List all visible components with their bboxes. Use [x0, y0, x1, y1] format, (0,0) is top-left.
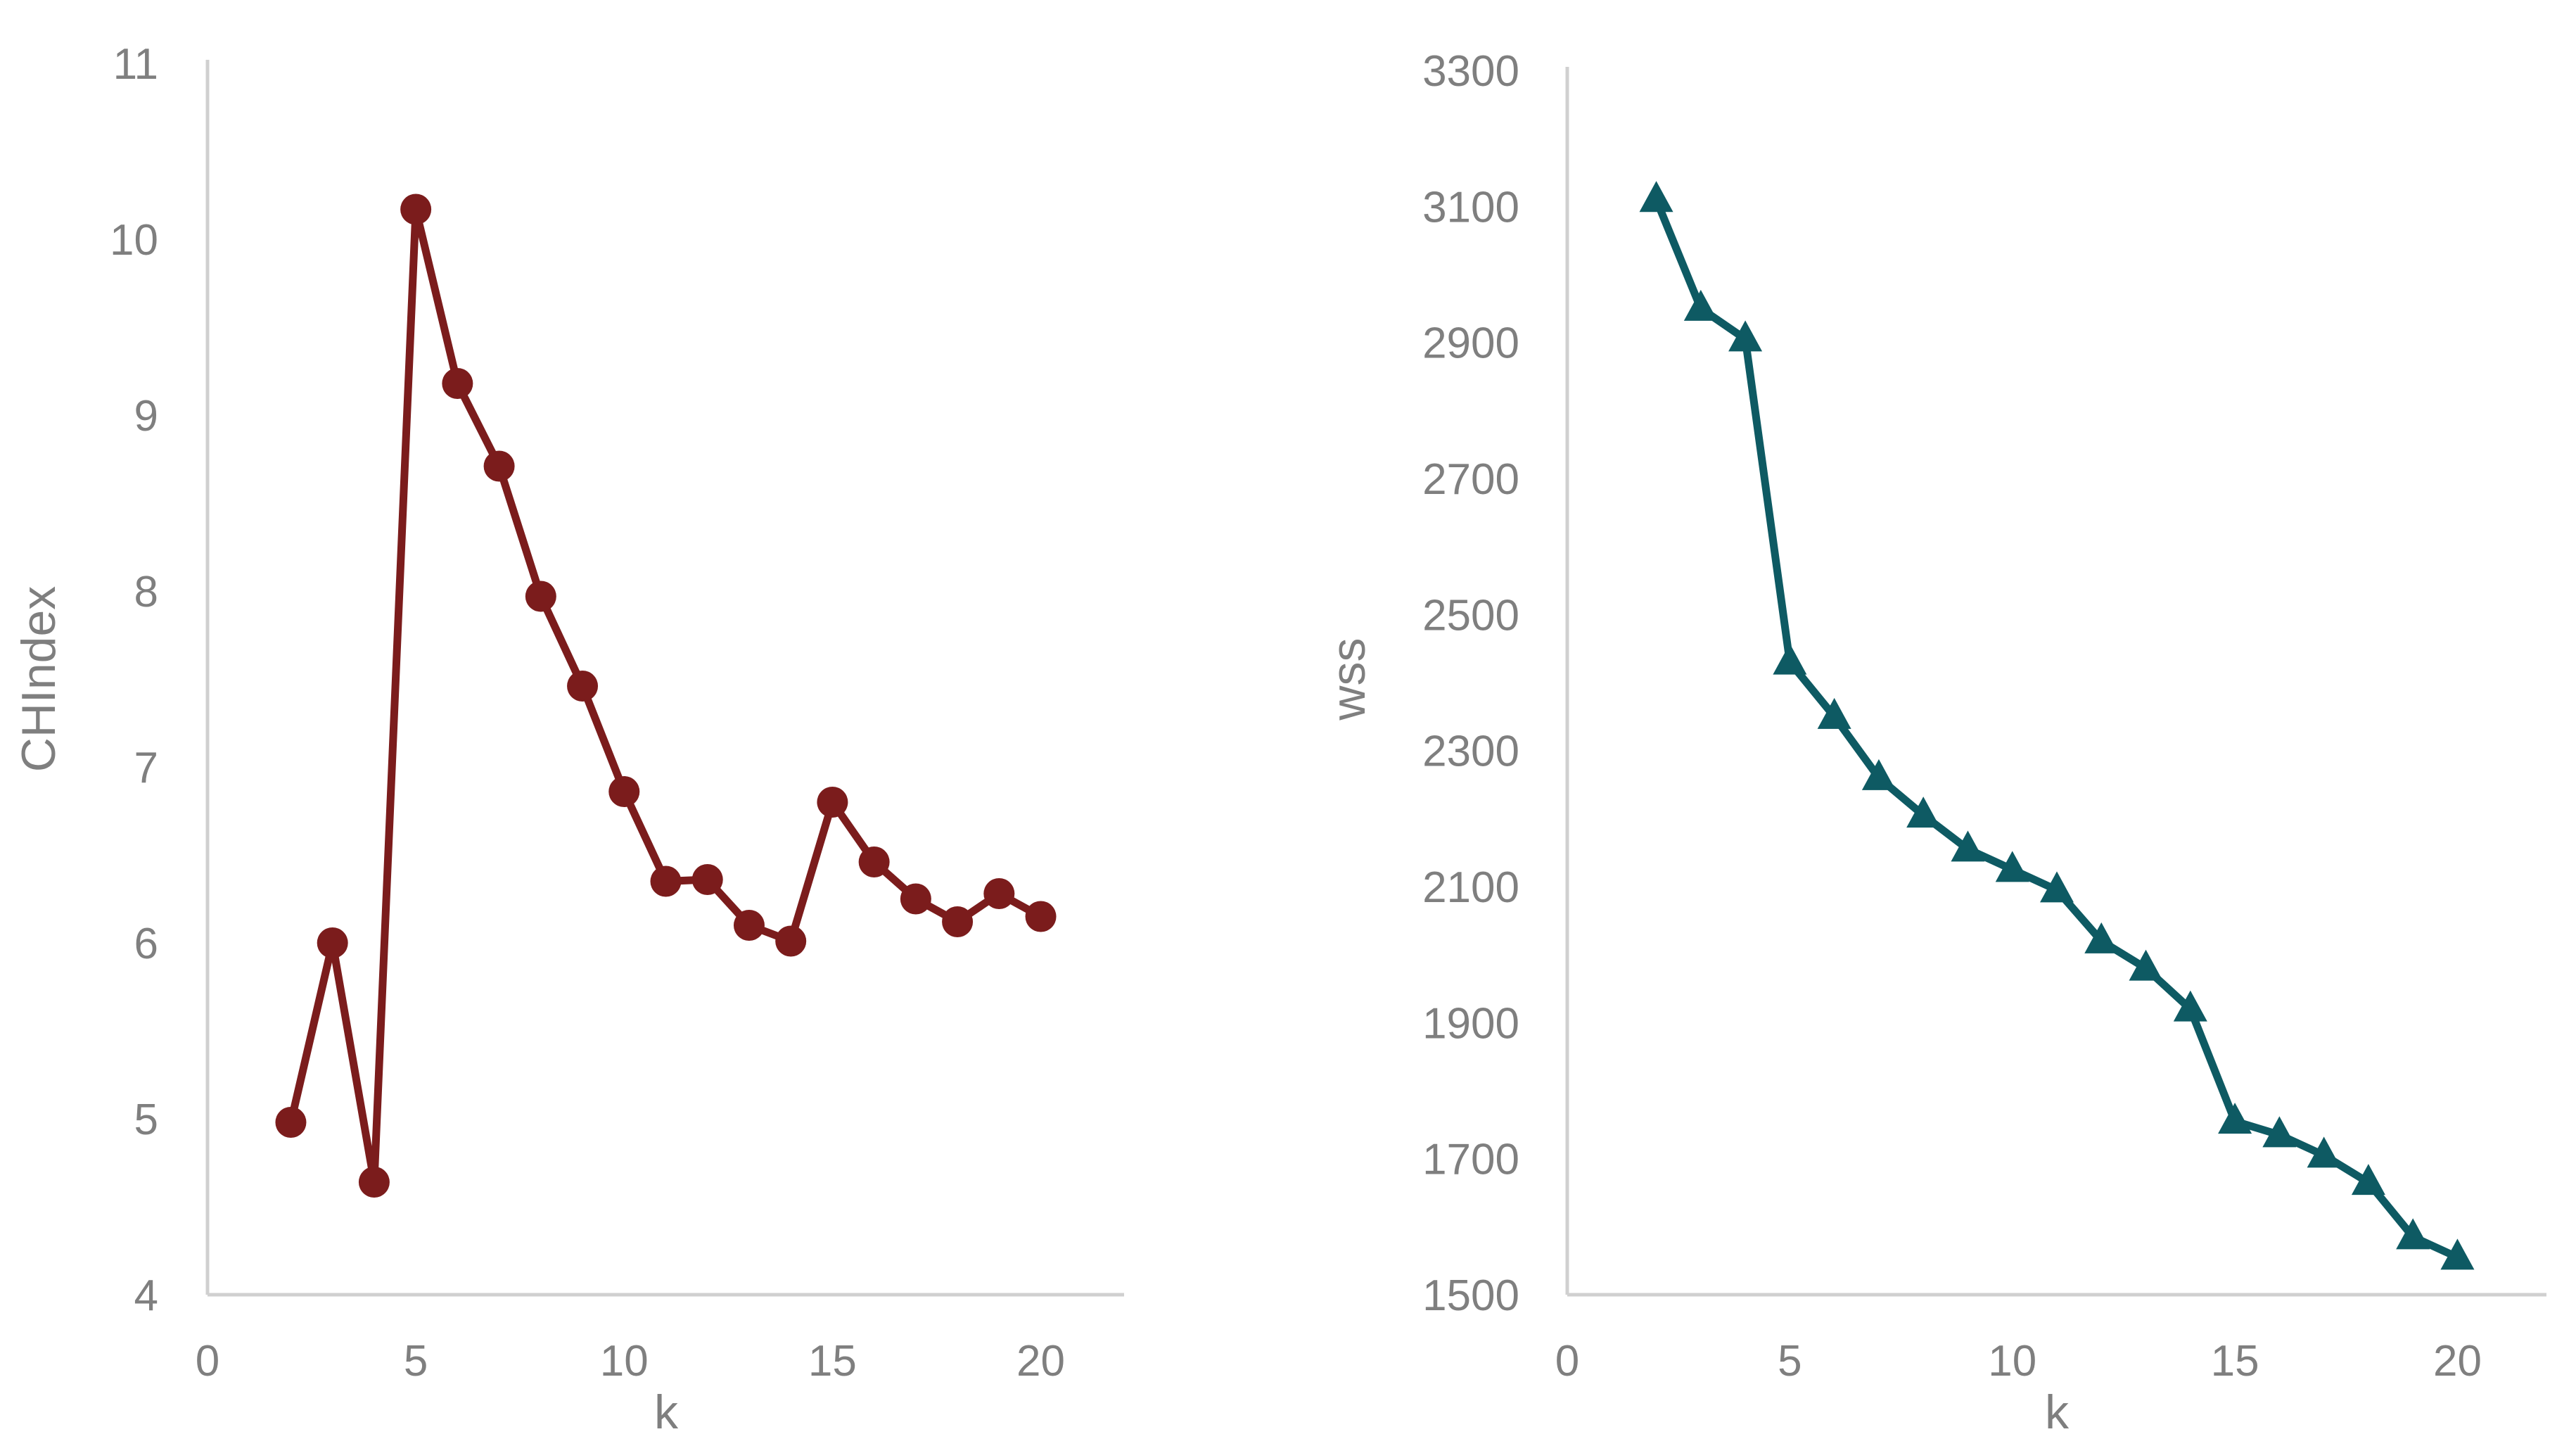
data-point — [650, 865, 682, 897]
y-tick-label: 2700 — [1422, 455, 1519, 504]
y-tick-label: 8 — [134, 568, 158, 616]
data-point — [317, 927, 348, 958]
data-point — [2351, 1164, 2385, 1196]
data-point — [2040, 871, 2074, 903]
y-tick-label: 6 — [134, 920, 158, 968]
data-point — [2173, 990, 2207, 1022]
data-point — [858, 846, 890, 877]
data-point — [1817, 697, 1851, 729]
data-point — [1906, 797, 1941, 828]
data-point — [567, 671, 599, 702]
data-point — [2262, 1116, 2297, 1148]
x-tick-label: 10 — [600, 1337, 649, 1385]
data-point — [2307, 1136, 2341, 1168]
data-point — [2396, 1218, 2430, 1250]
x-axis-title: k — [2045, 1385, 2070, 1439]
data-point — [775, 925, 807, 957]
data-point — [2129, 949, 2163, 981]
y-tick-label: 2900 — [1422, 319, 1519, 368]
data-point — [275, 1107, 307, 1138]
y-tick-label: 3300 — [1422, 47, 1519, 96]
data-point — [525, 581, 556, 612]
series-line — [1652, 196, 2461, 1262]
y-tick-label: 11 — [113, 40, 158, 89]
y-tick-label: 2300 — [1422, 728, 1519, 776]
data-point — [691, 864, 723, 895]
series-line — [287, 205, 1045, 1186]
data-point — [358, 1167, 390, 1198]
y-tick-label: 1700 — [1422, 1136, 1519, 1184]
y-tick-label: 2500 — [1422, 591, 1519, 640]
data-point — [442, 368, 473, 399]
y-axis-title: CHIndex — [12, 586, 65, 773]
x-tick-label: 20 — [2433, 1337, 2482, 1385]
x-tick-label: 0 — [1555, 1337, 1579, 1385]
y-tick-label: 3100 — [1422, 183, 1519, 232]
data-point — [1639, 181, 1673, 213]
y-tick-label: 4 — [134, 1271, 158, 1320]
x-tick-label: 10 — [1988, 1337, 2036, 1385]
data-point — [942, 906, 974, 937]
x-tick-label: 5 — [404, 1337, 428, 1385]
x-tick-label: 20 — [1016, 1337, 1065, 1385]
x-tick-label: 15 — [808, 1337, 857, 1385]
data-point — [1683, 289, 1718, 321]
data-point — [608, 776, 640, 807]
y-tick-label: 1900 — [1422, 999, 1519, 1048]
data-point — [2440, 1238, 2475, 1270]
data-point — [483, 450, 515, 482]
data-point — [1951, 830, 1985, 862]
data-point — [733, 910, 765, 941]
data-point — [1995, 851, 2029, 882]
data-point — [1773, 643, 1807, 675]
data-point — [817, 787, 848, 818]
data-point — [2218, 1103, 2252, 1134]
y-tick-label: 7 — [134, 744, 158, 792]
wss-chart: 1500 1700 1900 2100 2300 2500 2700 2900 3100 3300… — [1322, 47, 2546, 1439]
x-axis-title: k — [654, 1385, 679, 1439]
y-tick-label: 9 — [134, 392, 158, 440]
x-tick-label: 15 — [2211, 1337, 2259, 1385]
data-point — [400, 194, 432, 225]
chindex-chart: 4 5 6 7 8 9 10 11 0 5 10 15 20 k CHIndex — [12, 40, 1124, 1439]
data-point — [1861, 759, 1896, 790]
y-axis-title: wss — [1322, 638, 1375, 721]
x-tick-label: 0 — [196, 1337, 219, 1385]
y-tick-label: 10 — [110, 216, 158, 265]
data-point — [1728, 320, 1763, 352]
x-tick-label: 5 — [1778, 1337, 1802, 1385]
data-point — [983, 878, 1015, 909]
data-point — [900, 883, 931, 915]
y-tick-label: 2100 — [1422, 863, 1519, 912]
data-point — [1025, 901, 1057, 932]
data-point — [2084, 922, 2119, 953]
y-tick-label: 5 — [134, 1096, 158, 1144]
y-tick-label: 1500 — [1422, 1271, 1519, 1320]
